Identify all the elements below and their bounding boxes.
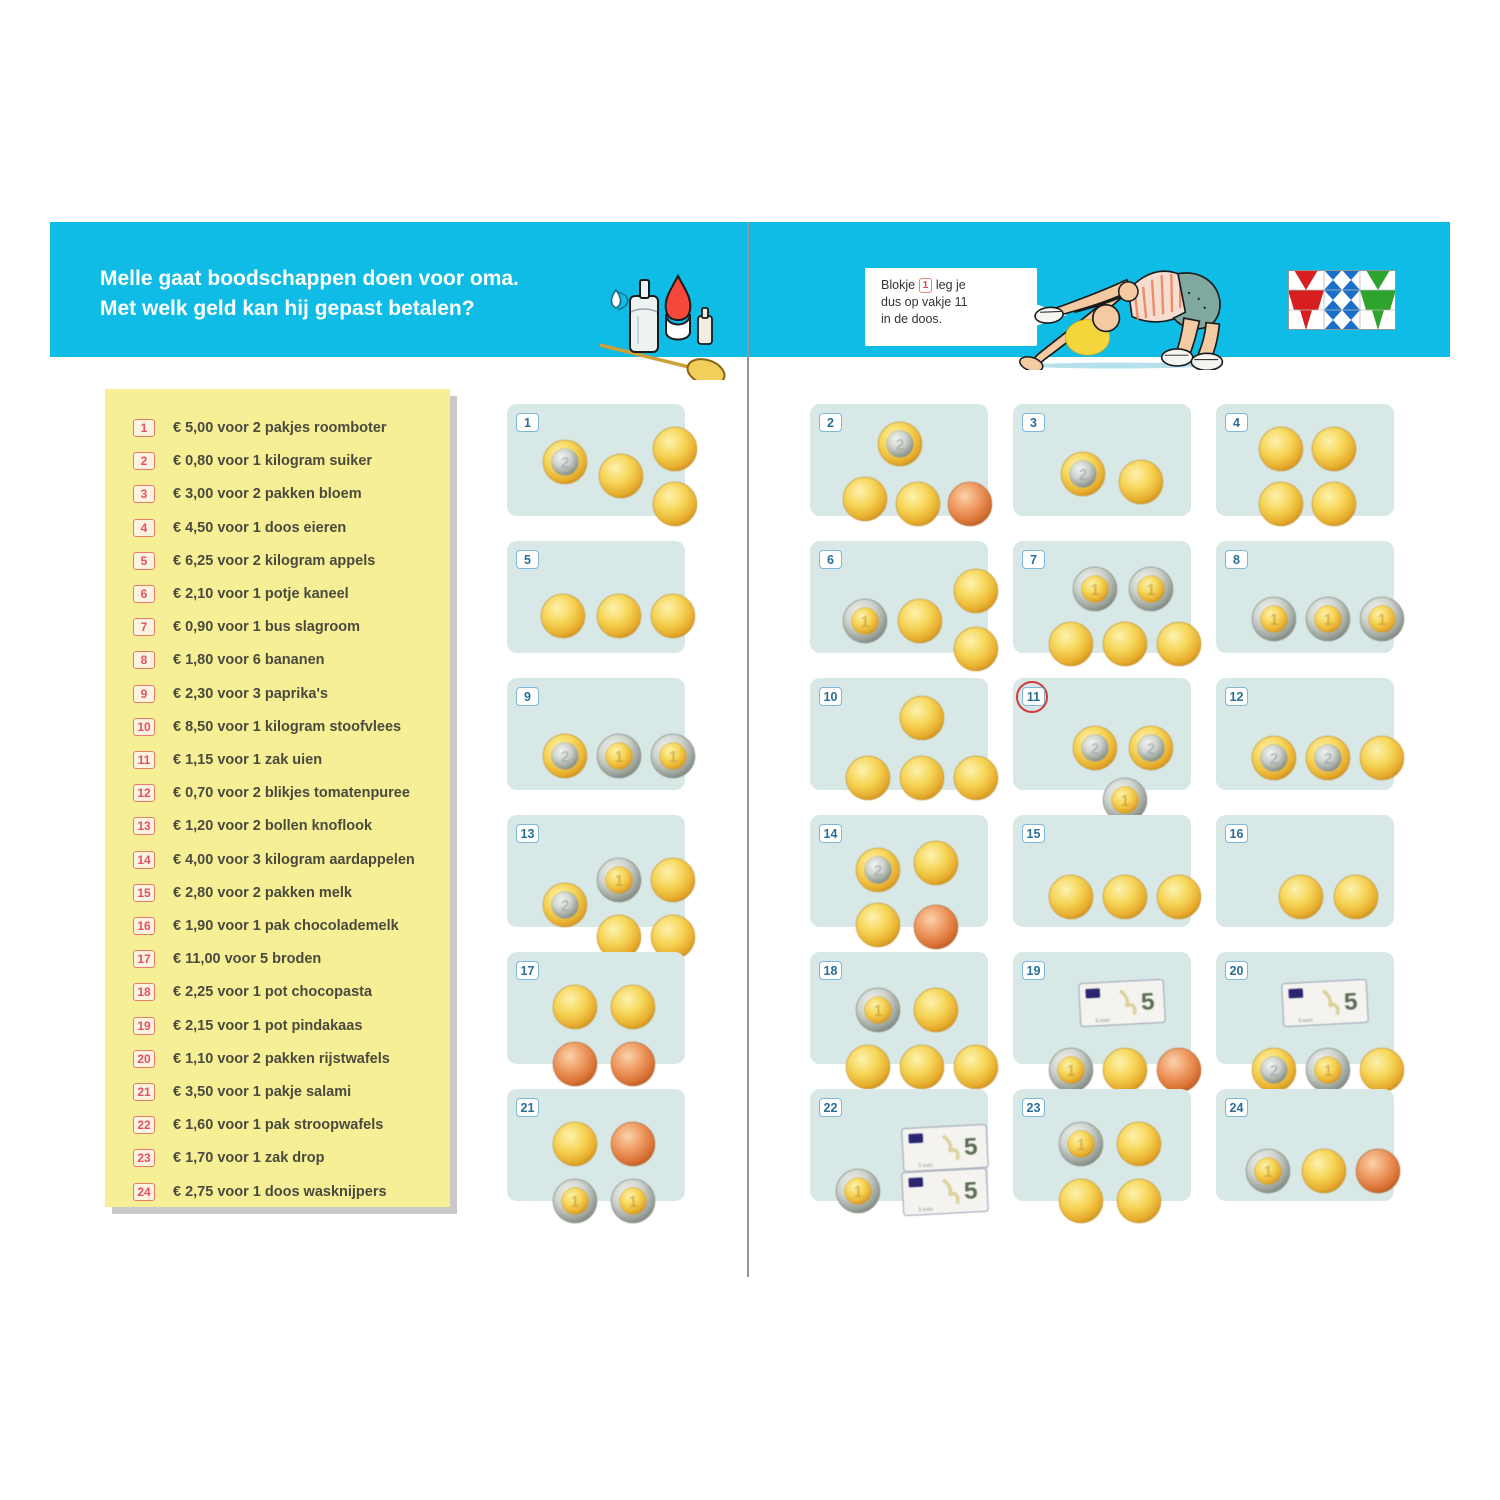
svg-text:5 euro: 5 euro <box>1299 1018 1314 1025</box>
svg-text:1: 1 <box>1147 582 1156 599</box>
svg-text:1: 1 <box>615 749 624 766</box>
svg-text:1: 1 <box>1077 1137 1086 1154</box>
svg-text:2: 2 <box>1324 751 1333 768</box>
svg-text:1: 1 <box>861 614 870 631</box>
svg-text:1: 1 <box>1121 793 1130 810</box>
svg-text:5 euro: 5 euro <box>1096 1018 1111 1025</box>
svg-text:1: 1 <box>669 749 678 766</box>
svg-text:1: 1 <box>1378 612 1387 629</box>
svg-text:1: 1 <box>874 1003 883 1020</box>
svg-text:2: 2 <box>1147 741 1156 758</box>
svg-text:2: 2 <box>561 749 570 766</box>
svg-text:1: 1 <box>615 873 624 890</box>
svg-text:1: 1 <box>1324 612 1333 629</box>
svg-text:1: 1 <box>571 1194 580 1211</box>
svg-text:1: 1 <box>629 1194 638 1211</box>
svg-text:1: 1 <box>1324 1063 1333 1080</box>
svg-text:2: 2 <box>1270 1063 1279 1080</box>
svg-text:1: 1 <box>854 1184 863 1201</box>
svg-text:5: 5 <box>1343 988 1358 1016</box>
svg-text:1: 1 <box>1067 1063 1076 1080</box>
svg-text:2: 2 <box>561 455 570 472</box>
svg-text:5 euro: 5 euro <box>919 1207 934 1214</box>
svg-text:1: 1 <box>1091 582 1100 599</box>
svg-text:2: 2 <box>874 863 883 880</box>
svg-text:2: 2 <box>561 898 570 915</box>
svg-text:1: 1 <box>1264 1164 1273 1181</box>
svg-text:5: 5 <box>963 1133 978 1161</box>
svg-text:2: 2 <box>1079 467 1088 484</box>
svg-text:1: 1 <box>1270 612 1279 629</box>
svg-text:2: 2 <box>896 437 905 454</box>
svg-text:2: 2 <box>1091 741 1100 758</box>
svg-text:5: 5 <box>1140 988 1155 1016</box>
svg-text:2: 2 <box>1270 751 1279 768</box>
svg-text:5: 5 <box>963 1177 978 1205</box>
